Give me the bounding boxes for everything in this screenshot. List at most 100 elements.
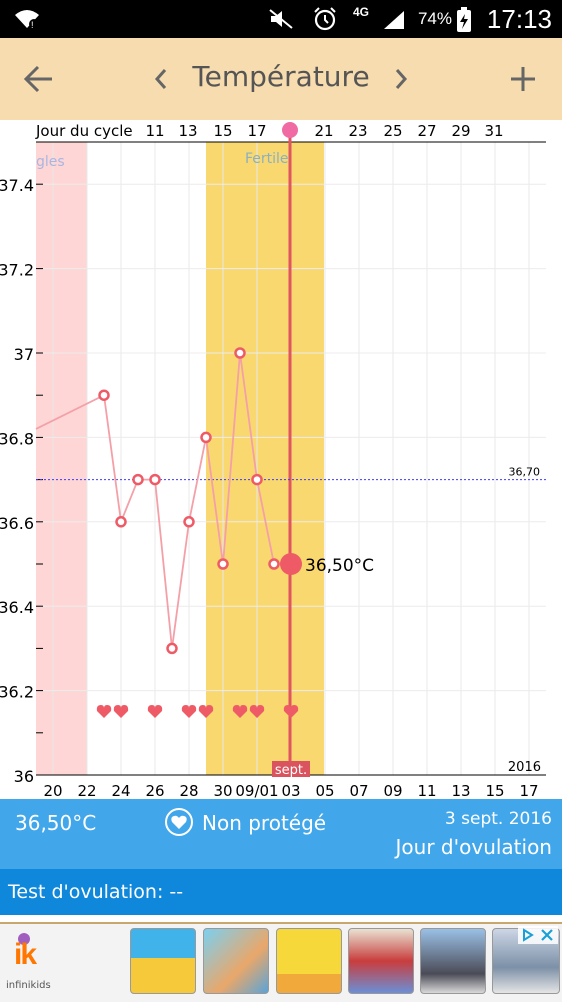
chevron-left-icon	[154, 69, 167, 89]
day-info-bar[interactable]: 36,50°C Non protégé 3 sept. 2016 Jour d'…	[0, 799, 562, 869]
data-point	[251, 473, 263, 486]
logo-mark: ik	[14, 938, 37, 971]
month-label-bg	[272, 761, 310, 777]
ad-thumbnail-1[interactable]	[130, 928, 196, 994]
ovulation-test-label: Test d'ovulation: --	[8, 881, 184, 903]
x-tick-label: 26	[145, 782, 164, 800]
top-axis-tick: 23	[348, 122, 367, 140]
top-axis-tick: 25	[383, 122, 402, 140]
status-bar: ! 4G 74% 17:13	[0, 0, 562, 38]
data-point	[166, 642, 178, 655]
year-label: 2016	[508, 760, 541, 775]
x-tick-label: 13	[451, 782, 470, 800]
heart-icon	[249, 705, 265, 718]
data-point	[115, 516, 127, 528]
data-point	[149, 473, 161, 486]
clock: 17:13	[486, 4, 552, 34]
ad-thumbnail-2[interactable]	[203, 928, 269, 994]
alarm-icon	[314, 7, 336, 31]
ad-brand-logo[interactable]: ik infinikids	[6, 930, 70, 994]
data-point	[217, 558, 229, 570]
data-point	[183, 516, 195, 528]
page-title: Température	[192, 60, 370, 93]
battery-icon	[457, 7, 471, 32]
cycle-phase: Jour d'ovulation	[395, 835, 552, 859]
x-tick-label: 28	[179, 782, 198, 800]
ad-brand-name: infinikids	[6, 980, 51, 991]
x-tick-label: 03	[281, 782, 300, 800]
x-tick-label: 20	[43, 782, 62, 800]
heart-icon	[147, 705, 163, 718]
y-tick-label: 37.2	[0, 261, 34, 280]
top-axis-tick: 31	[484, 122, 503, 140]
y-tick-label: 36.6	[0, 514, 34, 533]
ad-thumbnail-3[interactable]	[276, 928, 342, 994]
x-tick-label: 07	[349, 782, 368, 800]
x-tick-label: 11	[417, 782, 436, 800]
top-axis-tick: 27	[417, 122, 436, 140]
heart-icon	[198, 705, 214, 718]
selected-value-label: 36,50°C	[305, 556, 374, 576]
heart-icon	[232, 705, 248, 718]
mute-icon	[269, 9, 293, 29]
x-tick-label: 24	[111, 782, 130, 800]
month-label: sept.	[275, 763, 307, 778]
top-axis-tick: 11	[145, 122, 164, 140]
top-axis-tick: 17	[247, 122, 266, 140]
selected-data-point	[280, 553, 302, 575]
data-point	[234, 347, 246, 359]
data-point	[132, 473, 144, 486]
ad-thumbnail-4[interactable]	[348, 928, 414, 994]
y-tick-label: 37.4	[0, 176, 34, 195]
protection-status[interactable]: Non protégé	[164, 807, 326, 836]
top-axis-tick: 15	[213, 122, 232, 140]
heart-icon	[165, 808, 193, 836]
selected-date: 3 sept. 2016	[444, 809, 552, 829]
battery-percent: 74%	[417, 9, 452, 28]
signal-icon	[384, 11, 404, 29]
data-point	[268, 558, 280, 570]
logo-dot	[18, 933, 30, 945]
network-type: 4G	[353, 5, 370, 19]
ad-banner[interactable]: ik infinikids	[0, 922, 562, 1002]
heart-icon	[283, 705, 299, 718]
y-tick-label: 36.8	[0, 429, 34, 448]
y-tick-label: 36.2	[0, 683, 34, 702]
y-tick-label: 36.4	[0, 598, 34, 617]
chevron-right-icon	[395, 69, 408, 89]
add-button[interactable]	[508, 64, 538, 94]
period-band	[36, 142, 87, 775]
heart-icon	[96, 705, 112, 718]
ovulation-test-bar[interactable]: Test d'ovulation: --	[0, 869, 562, 915]
x-tick-label: 05	[315, 782, 334, 800]
previous-period-button[interactable]	[150, 66, 172, 92]
ad-choices-icon[interactable]	[518, 926, 558, 944]
temperature-chart[interactable]: 36 36.2 36.4 36.6 36.8 37 37.2 37.4 gles Fertile J…	[0, 120, 562, 800]
x-tick-label: 17	[519, 782, 538, 800]
arrow-left-icon	[23, 65, 52, 93]
period-band-label: gles	[36, 154, 65, 170]
fertile-window-band	[206, 142, 324, 775]
y-tick-label: 37	[14, 345, 34, 364]
x-tick-label: 15	[485, 782, 504, 800]
baseline-label: 36,70	[509, 466, 541, 479]
x-tick-label: 22	[77, 782, 96, 800]
data-point	[200, 431, 212, 444]
y-tick-label: 36	[14, 767, 34, 786]
next-period-button[interactable]	[390, 66, 412, 92]
toolbar: Température	[0, 38, 562, 122]
back-button[interactable]	[22, 64, 56, 94]
ovulation-marker	[282, 122, 298, 138]
selected-temperature: 36,50°C	[15, 811, 97, 835]
svg-text:!: !	[31, 20, 34, 30]
x-tick-label: 09/01	[235, 782, 278, 800]
ad-thumbnail-5[interactable]	[420, 928, 486, 994]
plus-icon	[511, 67, 535, 91]
top-axis-tick: 21	[314, 122, 333, 140]
data-point	[98, 389, 110, 401]
x-tick-label: 09	[383, 782, 402, 800]
fertile-label: Fertile	[245, 151, 289, 167]
wifi-icon: !	[15, 10, 39, 30]
top-axis-tick: 29	[451, 122, 470, 140]
